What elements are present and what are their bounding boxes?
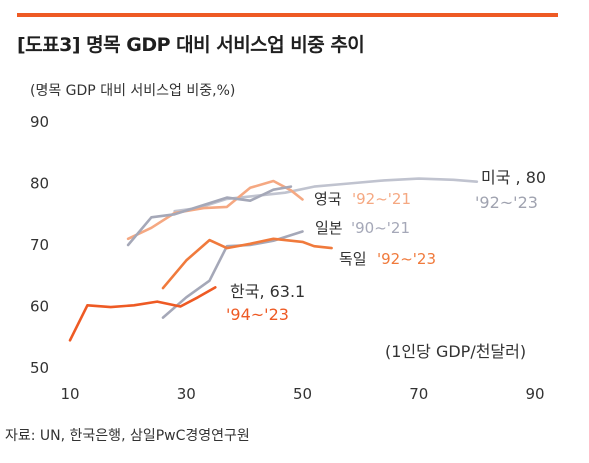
usa-period-label: '92~'23 — [475, 193, 538, 212]
y-tick-label: 60 — [30, 298, 49, 316]
y-tick-labels: 50 60 70 80 90 — [30, 113, 49, 377]
x-tick-labels: 10 30 50 70 90 — [60, 385, 544, 403]
y-tick-label: 90 — [30, 113, 49, 131]
y-tick-label: 50 — [30, 359, 49, 377]
series-line-japan-low — [161, 230, 304, 319]
accent-bar — [17, 13, 558, 17]
source-note: 자료: UN, 한국은행, 삼일PwC경영연구원 — [5, 428, 250, 444]
x-axis-label: (1인당 GDP/천달러) — [385, 342, 526, 361]
uk-period-label: '92~'21 — [352, 190, 411, 208]
y-tick-label: 70 — [30, 236, 49, 254]
series-lines — [68, 177, 479, 342]
germany-label: 독일 — [339, 250, 367, 268]
germany-period-label: '92~'23 — [377, 250, 436, 268]
x-tick-label: 10 — [60, 385, 79, 403]
korea-period-label: '94~'23 — [226, 305, 289, 324]
series-line-korea — [68, 286, 217, 342]
y-tick-label: 80 — [30, 175, 49, 193]
series-line-japan — [126, 185, 293, 247]
x-tick-label: 90 — [525, 385, 544, 403]
korea-label: 한국, 63.1 — [230, 282, 305, 301]
japan-period-label: '90~'21 — [351, 219, 410, 237]
page-title: [도표3] 명목 GDP 대비 서비스업 비중 추이 — [17, 34, 365, 56]
usa-label: 미국 , 80 — [481, 168, 546, 187]
x-tick-label: 50 — [293, 385, 312, 403]
japan-label: 일본 — [315, 219, 343, 237]
y-axis-unit-label: (명목 GDP 대비 서비스업 비중,%) — [30, 83, 236, 99]
uk-label: 영국 — [314, 190, 342, 208]
series-line-germany — [161, 237, 333, 290]
x-tick-label: 30 — [177, 385, 196, 403]
x-tick-label: 70 — [409, 385, 428, 403]
